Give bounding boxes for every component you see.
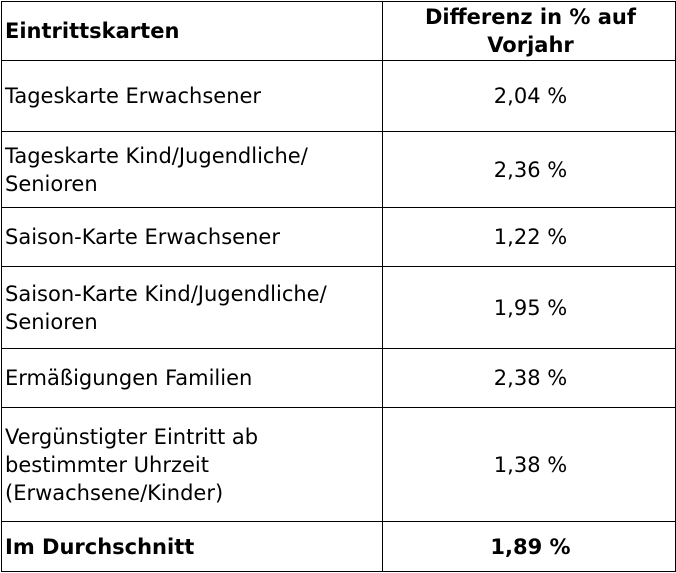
header-difference-text: Differenz in % auf Vorjahr [424, 5, 637, 57]
ticket-type-cell: Tageskarte Erwachsener [1, 60, 383, 132]
difference-cell: 2,36 % [382, 131, 676, 208]
ticket-type-cell: Saison-Karte Erwachsener [1, 207, 383, 267]
difference-cell: 1,38 % [382, 407, 676, 522]
average-label: Im Durchschnitt [1, 521, 383, 572]
header-difference: Differenz in % auf Vorjahr [382, 1, 676, 61]
ticket-type-text: Vergünstigter Eintritt ab bestimmter Uhr… [5, 424, 259, 505]
table-row: Tageskarte Erwachsener 2,04 % [1, 60, 676, 132]
table-row: Tageskarte Kind/Jugendliche/ Senioren 2,… [1, 131, 676, 208]
average-row: Im Durchschnitt 1,89 % [1, 521, 676, 572]
ticket-type-cell: Saison-Karte Kind/Jugendliche/ Senioren [1, 266, 383, 349]
ticket-type-cell: Vergünstigter Eintritt ab bestimmter Uhr… [1, 407, 383, 522]
table-header-row: Eintrittskarten Differenz in % auf Vorja… [1, 1, 676, 61]
table-row: Saison-Karte Erwachsener 1,22 % [1, 207, 676, 267]
header-ticket-type: Eintrittskarten [1, 1, 383, 61]
table-row: Vergünstigter Eintritt ab bestimmter Uhr… [1, 407, 676, 522]
difference-cell: 2,38 % [382, 348, 676, 408]
table-row: Ermäßigungen Familien 2,38 % [1, 348, 676, 408]
table-row: Saison-Karte Kind/Jugendliche/ Senioren … [1, 266, 676, 349]
ticket-type-cell: Tageskarte Kind/Jugendliche/ Senioren [1, 131, 383, 208]
difference-cell: 1,22 % [382, 207, 676, 267]
difference-cell: 2,04 % [382, 60, 676, 132]
ticket-type-text: Tageskarte Kind/Jugendliche/ Senioren [5, 143, 308, 196]
ticket-type-text: Saison-Karte Kind/Jugendliche/ Senioren [5, 281, 327, 334]
ticket-type-cell: Ermäßigungen Familien [1, 348, 383, 408]
average-value: 1,89 % [382, 521, 676, 572]
difference-cell: 1,95 % [382, 266, 676, 349]
